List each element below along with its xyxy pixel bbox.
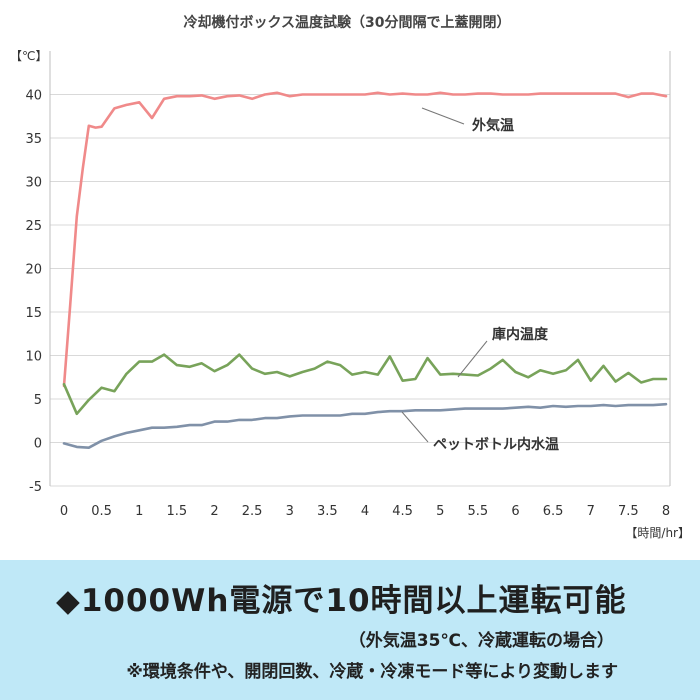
y-tick-labels: -5 0 5 10 15 20 25 30 35 40 [25, 89, 42, 496]
banner-condition: （外気温35℃、冷蔵運転の場合） [348, 631, 614, 651]
label-leader-outdoor [421, 107, 465, 125]
banner-headline: ◆1000Wh電源で10時間以上運転可能 [56, 583, 627, 619]
series-label-bottle: ペットボトル内水温 [433, 436, 559, 453]
promo-banner [0, 560, 700, 700]
y-tick-label: 5 [34, 393, 42, 408]
axes [49, 51, 671, 486]
y-tick-label: -5 [29, 480, 42, 495]
data-series [62, 91, 668, 450]
x-tick-label: 0 [60, 504, 68, 519]
y-tick-label: 0 [34, 437, 42, 452]
y-tick-label: 15 [25, 306, 42, 321]
y-tick-label: 40 [25, 89, 42, 104]
x-tick-label: 2 [210, 504, 218, 519]
label-leader-inside [457, 340, 488, 378]
label-leader-bottle [401, 411, 429, 443]
chart-area: 冷却機付ボックス温度試験（30分間隔で上蓋開閉） 【℃】 -5 0 5 10 15 20 2… [10, 14, 690, 540]
x-tick-label: 7 [587, 504, 595, 519]
series-line-0 [62, 91, 668, 388]
series-line-2 [62, 402, 668, 450]
series-line-1 [62, 353, 668, 416]
x-tick-label: 5 [436, 504, 444, 519]
x-tick-label: 6.5 [543, 504, 564, 519]
grid-lines [50, 94, 670, 487]
x-tick-label: 4.5 [392, 504, 413, 519]
x-tick-label: 3 [286, 504, 294, 519]
y-tick-label: 10 [25, 350, 42, 365]
x-tick-label: 5.5 [468, 504, 489, 519]
x-tick-label: 0.5 [91, 504, 112, 519]
y-tick-label: 30 [25, 176, 42, 191]
x-tick-labels: 0 0.5 1 1.5 2 2.5 3 3.5 4 4.5 5 5.5 6 6.5 7 7.5 8 [60, 504, 670, 519]
y-tick-label: 20 [25, 263, 42, 278]
y-axis-unit: 【℃】 [10, 49, 47, 63]
series-annotations: 外気温 庫内温度 ペットボトル内水温 [401, 107, 559, 453]
temperature-line-chart: 冷却機付ボックス温度試験（30分間隔で上蓋開閉） 【℃】 -5051015202… [10, 14, 690, 540]
series-label-outdoor: 外気温 [472, 117, 514, 134]
x-tick-label: 4 [361, 504, 369, 519]
x-tick-label: 2.5 [242, 504, 263, 519]
y-tick-label: 35 [25, 132, 42, 147]
x-tick-label: 3.5 [317, 504, 338, 519]
x-axis-unit: 【時間/hr】 [625, 526, 690, 540]
y-tick-label: 25 [25, 219, 42, 234]
chart-title: 冷却機付ボックス温度試験（30分間隔で上蓋開閉） [183, 14, 510, 31]
x-tick-label: 1 [135, 504, 143, 519]
x-tick-label: 7.5 [618, 504, 639, 519]
x-tick-label: 1.5 [167, 504, 188, 519]
x-tick-label: 8 [662, 504, 670, 519]
x-tick-label: 6 [511, 504, 519, 519]
banner-note: ※環境条件や、開閉回数、冷蔵・冷凍モード等により変動します [126, 662, 618, 682]
series-label-inside: 庫内温度 [492, 326, 549, 343]
